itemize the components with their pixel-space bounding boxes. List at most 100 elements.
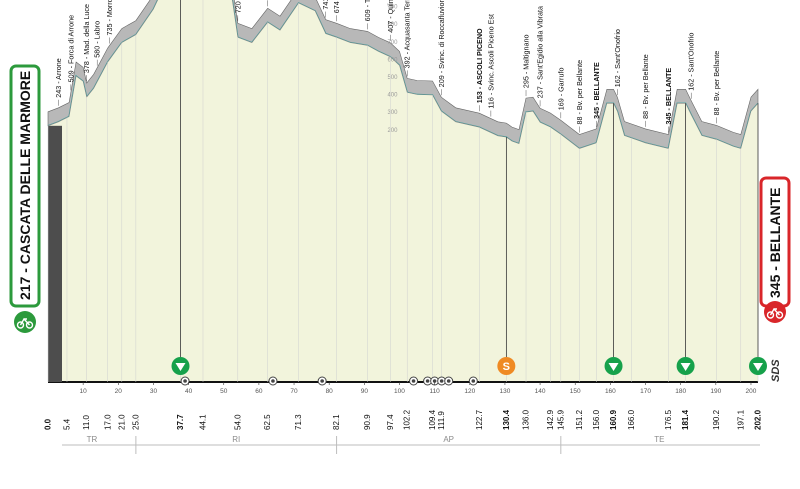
axis-tick-label: 200	[746, 388, 757, 395]
start-block	[48, 125, 62, 383]
km-label: 166.0	[627, 409, 636, 430]
climb-label: 509 - Forca di Arrone	[66, 15, 75, 83]
climb-label: 345 - BELLANTE	[592, 62, 601, 119]
km-label: 122.7	[475, 409, 484, 430]
finish-bike-glyph	[766, 307, 784, 319]
elevation-scale-label: 800	[387, 22, 398, 28]
climb-label: 162 - Sant'Onofrio	[687, 33, 696, 91]
axis-tick-label: 100	[394, 388, 405, 395]
province-label: TE	[654, 435, 664, 444]
elevation-scale-label: 900	[387, 5, 398, 11]
start-badge: 217 - CASCATA DELLE MARMORE	[9, 64, 41, 333]
km-label: 109.4	[428, 409, 437, 430]
km-label: 136.0	[522, 409, 531, 430]
km-label: 156.0	[592, 409, 601, 430]
climb-label: 735 - Morro Reatino	[105, 0, 114, 36]
feed-marker-dot	[320, 379, 324, 383]
feed-marker-dot	[271, 379, 275, 383]
km-label: 62.5	[263, 414, 272, 430]
km-label: 82.1	[332, 414, 341, 430]
km-label: 25.0	[131, 414, 140, 430]
climb-label: 243 - Arrone	[54, 58, 63, 98]
km-label: 111.9	[437, 411, 446, 430]
elevation-scale-label: 500	[387, 75, 398, 81]
climb-label: 295 - Maltignano	[522, 35, 531, 89]
province-label: TR	[87, 435, 98, 444]
climb-label: 162 - Sant'Onofrio	[613, 29, 622, 87]
km-label: 102.2	[403, 409, 412, 430]
km-label: 17.0	[103, 414, 112, 430]
profile-area	[48, 0, 758, 382]
sprint-markers-group: S	[497, 137, 516, 375]
km-label: 145.9	[556, 409, 565, 430]
km-label: 181.4	[681, 409, 690, 430]
axis-tick-label: 160	[605, 388, 616, 395]
feed-markers-group	[180, 376, 478, 386]
province-label: RI	[232, 435, 240, 444]
elevation-scale-label: 600	[387, 57, 398, 63]
climb-label: 720 - Posta	[233, 0, 242, 13]
axis-tick-label: 180	[675, 388, 686, 395]
feed-marker-dot	[411, 379, 416, 383]
km-label: 11.0	[82, 414, 91, 430]
km-label: 160.9	[609, 409, 618, 430]
sprint-label: S	[503, 361, 510, 373]
feed-marker-dot	[432, 379, 437, 383]
climb-labels-group: 243 - Arrone 509 - Forca di Arrone 378 - M…	[54, 0, 721, 133]
km-label: 90.9	[363, 414, 372, 430]
km-labels-group: 0.0 5.4 11.0 17.0 21.0 25.0 37.7 44.1 54.0 62.5 71…	[44, 409, 763, 430]
axis-tick-label: 20	[115, 388, 123, 395]
feed-marker-dot	[425, 379, 430, 383]
finish-badge: 345 - BELLANTE	[759, 176, 791, 323]
sprint-marker	[497, 357, 516, 375]
axis-tick-label: 150	[570, 388, 581, 395]
start-bike-glyph	[16, 317, 34, 329]
elevation-scale-label: 200	[387, 128, 398, 134]
climb-label: 88 - Bv. per Bellante	[641, 54, 650, 119]
climb-label: 209 - Svinc. di Roccafluvione	[437, 0, 446, 87]
km-label: 202.0	[754, 409, 763, 430]
axis-tick-label: 10	[80, 388, 88, 395]
axis-tick-label: 170	[640, 388, 651, 395]
km-label: 21.0	[117, 414, 126, 430]
kom-triangle-icon	[680, 363, 691, 371]
axis-ticks-group: 10 20 30 40 50 60 70 80 90 100 110 120 130 140 150 160 1…	[80, 382, 757, 395]
climb-label: 392 - Acquasanta Terme	[403, 0, 412, 68]
kom-triangle-icon	[175, 363, 186, 371]
climb-label: 674 - Pescara del Tronto	[332, 0, 341, 13]
km-label: 142.9	[546, 409, 555, 430]
climb-label: 237 - Sant'Egidio alla Vibrata	[536, 6, 545, 98]
climb-label: 345 - BELLANTE	[664, 68, 673, 125]
kom-triangle-icon	[753, 363, 763, 371]
elevation-scale-label: 300	[387, 110, 398, 116]
climb-label: 88 - Bv. per Bellante	[575, 60, 584, 125]
province-labels-group: TR RI AP TE	[87, 435, 665, 454]
axis-tick-label: 110	[429, 388, 440, 395]
province-label: AP	[443, 435, 454, 444]
km-label: 44.1	[199, 414, 208, 430]
finish-label: 345 - BELLANTE	[767, 188, 783, 298]
start-badge-frame	[9, 64, 41, 308]
km-label: 130.4	[502, 409, 511, 430]
km-label: 151.2	[575, 409, 584, 430]
axis-tick-label: 50	[220, 388, 228, 395]
climb-label: 407 - Quintodecimo	[386, 0, 395, 33]
axis-tick-label: 80	[326, 388, 334, 395]
km-label: 190.2	[712, 409, 721, 430]
km-label: 71.3	[294, 414, 303, 430]
climb-label: 609 - Trisungo	[363, 0, 372, 21]
axis-tick-label: 120	[464, 388, 475, 395]
climb-label: 378 - Mad. della Luce	[82, 4, 91, 73]
finish-bike-icon	[764, 301, 786, 323]
km-label: 54.0	[233, 414, 242, 430]
start-bike-icon	[14, 311, 36, 333]
climb-label: 153 - ASCOLI PICENO	[475, 28, 484, 103]
profile-area-group	[47, 0, 759, 383]
elevation-scale-label: 400	[387, 93, 398, 99]
brand-logo: SDS	[770, 359, 782, 382]
axis-tick-label: 130	[500, 388, 511, 395]
climb-label: 88 - Bv. per Bellante	[712, 51, 721, 116]
axis-tick-label: 90	[361, 388, 369, 395]
